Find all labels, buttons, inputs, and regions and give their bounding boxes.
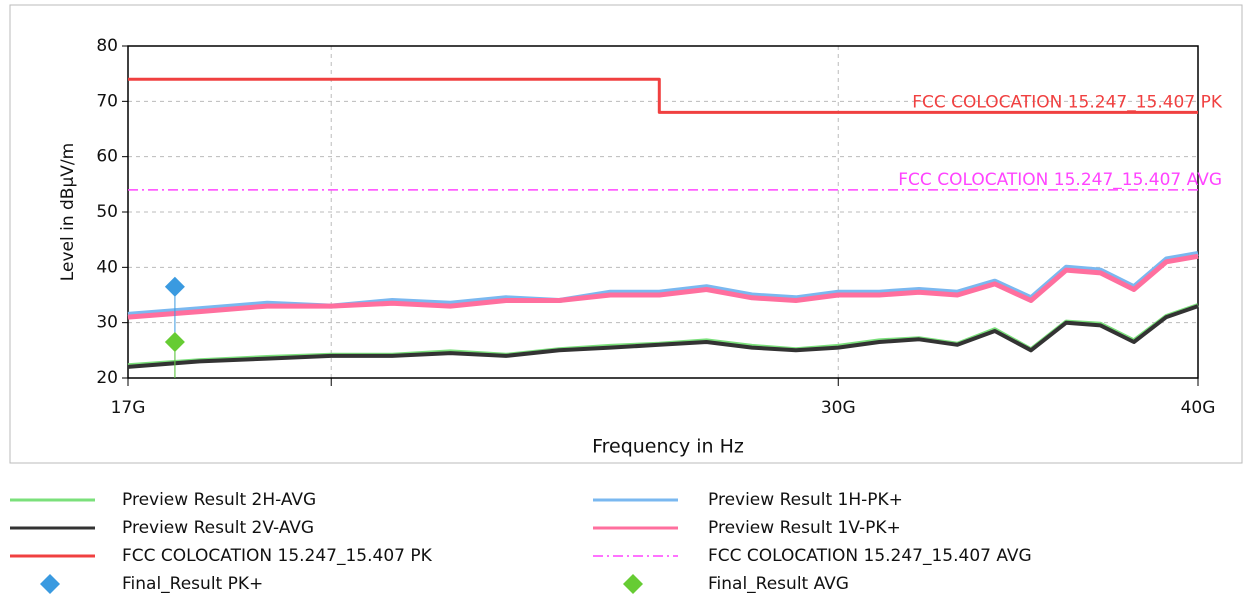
legend-label: Preview Result 2H-AVG: [122, 490, 316, 510]
legend-label: FCC COLOCATION 15.247_15.407 AVG: [708, 546, 1032, 566]
y-tick-label: 40: [96, 257, 118, 277]
legend-marker: [40, 574, 60, 594]
legend-label: Final_Result AVG: [708, 574, 849, 594]
y-tick-label: 70: [96, 91, 118, 111]
limit-label: FCC COLOCATION 15.247_15.407 AVG: [898, 170, 1222, 190]
x-tick-label: 40G: [1181, 398, 1216, 418]
series-line: [128, 77, 1198, 114]
y-tick-label: 20: [96, 368, 118, 388]
series-line: [127, 304, 1199, 369]
x-tick-label: 30G: [821, 398, 856, 418]
y-tick-label: 60: [96, 147, 118, 167]
plot-area: [127, 45, 1199, 379]
x-tick-label: 17G: [111, 398, 146, 418]
y-axis-label: Level in dBµV/m: [58, 143, 78, 281]
final-result-marker: [164, 276, 185, 297]
legend-label: Preview Result 1H-PK+: [708, 490, 903, 510]
y-tick-label: 80: [96, 36, 118, 56]
plot-panel: [9, 4, 1243, 464]
legend-label: Final_Result PK+: [122, 574, 263, 594]
legend-marker: [623, 574, 643, 594]
series-line: [127, 253, 1199, 320]
legend-label: FCC COLOCATION 15.247_15.407 PK: [122, 546, 433, 566]
legend-label: Preview Result 1V-PK+: [708, 518, 901, 538]
y-tick-label: 50: [96, 202, 118, 222]
limit-label: FCC COLOCATION 15.247_15.407 PK: [912, 92, 1223, 112]
y-tick-label: 30: [96, 313, 118, 333]
x-axis-label: Frequency in Hz: [592, 436, 744, 458]
final-result-marker: [164, 332, 185, 353]
legend-label: Preview Result 2V-AVG: [122, 518, 314, 538]
